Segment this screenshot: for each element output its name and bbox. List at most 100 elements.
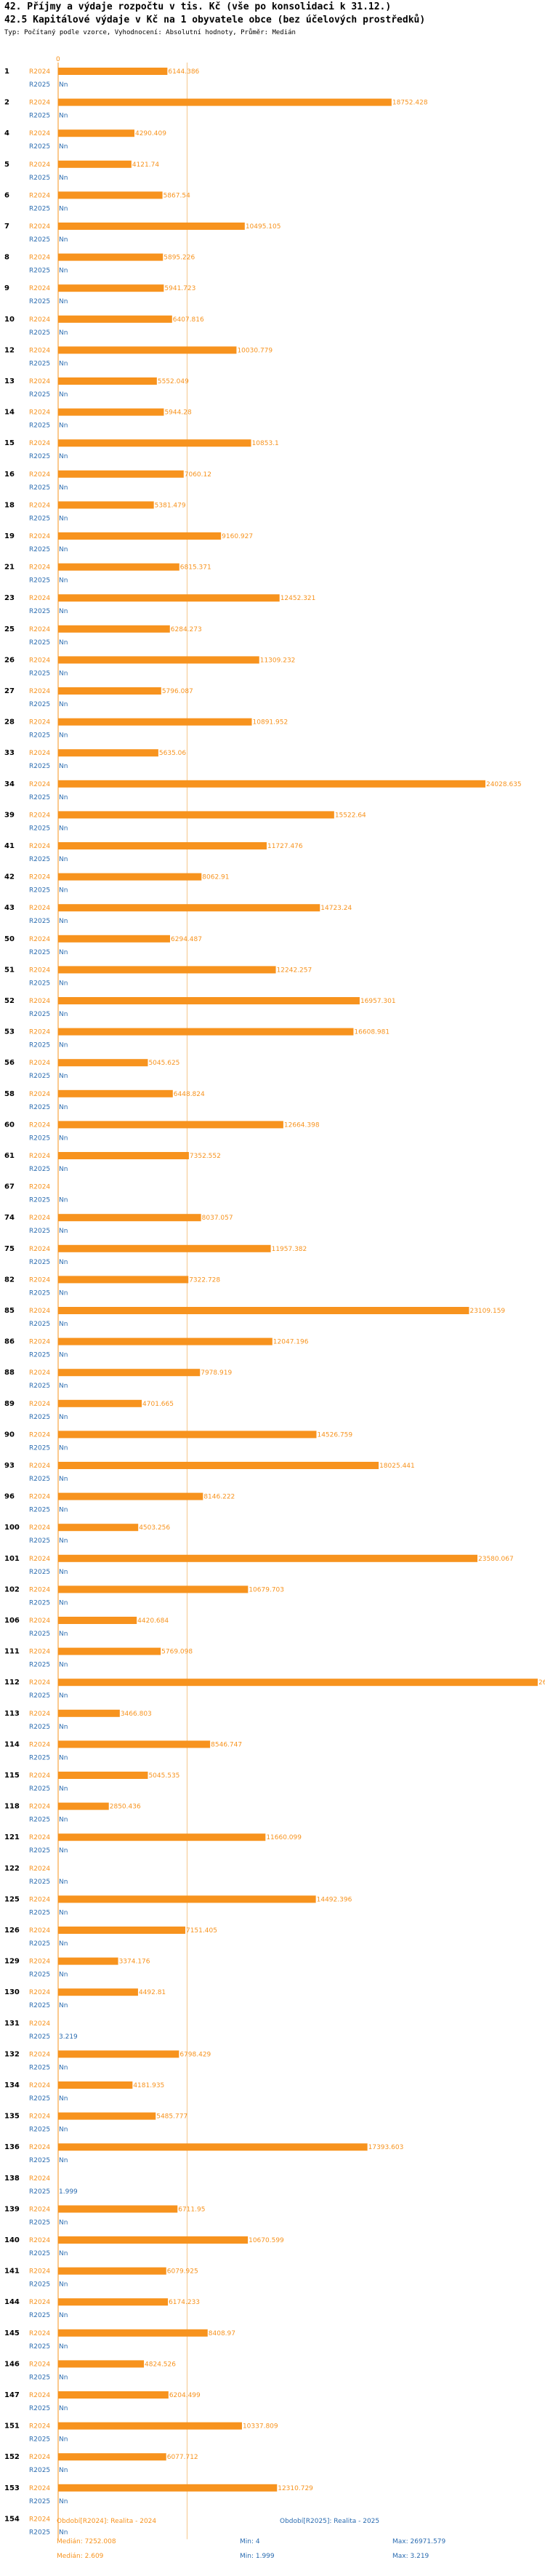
bar-value-label: 4701.665 xyxy=(142,1401,174,1408)
series-label-r2025: R2025 xyxy=(29,2281,50,2289)
bar-value-label: 10495.105 xyxy=(246,223,281,231)
row-id-label: 134 xyxy=(4,2081,20,2089)
bar-value-label: 5381.479 xyxy=(155,502,186,509)
r2025-value-label: Nn xyxy=(59,1135,68,1142)
r2025-value-label: Nn xyxy=(59,113,68,120)
r2025-value-label: Nn xyxy=(59,2343,68,2351)
bar-r2024 xyxy=(58,1895,316,1903)
bar-r2024 xyxy=(58,1337,272,1345)
row-id-label: 154 xyxy=(4,2515,20,2523)
bar-value-label: 14492.396 xyxy=(317,1896,352,1903)
bar-r2024 xyxy=(58,1617,137,1624)
row-id-label: 4 xyxy=(4,129,9,137)
legend-r2024: Období[R2024]: Realita - 2024 xyxy=(57,2518,157,2525)
bar-value-label: 7352.552 xyxy=(190,1153,221,1160)
series-label-r2025: R2025 xyxy=(29,732,50,740)
r2025-value-label: Nn xyxy=(59,515,68,522)
median-r2025: Medián: 2.609 xyxy=(57,2553,104,2560)
bar-r2024 xyxy=(58,1276,189,1284)
series-label-r2024: R2024 xyxy=(29,2454,50,2461)
series-label-r2025: R2025 xyxy=(29,670,50,677)
row-id-label: 102 xyxy=(4,1585,20,1593)
bar-value-label: 4290.409 xyxy=(135,130,166,137)
bar-value-label: 6077.712 xyxy=(167,2454,198,2461)
bar-value-label: 23109.159 xyxy=(469,1308,505,1315)
row-id-label: 8 xyxy=(4,254,9,262)
series-label-r2025: R2025 xyxy=(29,298,50,305)
r2025-value-label: Nn xyxy=(59,887,68,895)
bar-r2024 xyxy=(58,2453,166,2461)
bar-r2024 xyxy=(58,98,392,106)
series-label-r2025: R2025 xyxy=(29,2374,50,2381)
bar-value-label: 5796.087 xyxy=(162,688,193,695)
row-id-label: 52 xyxy=(4,997,15,1005)
row-id-label: 140 xyxy=(4,2236,20,2244)
bar-r2024 xyxy=(58,2081,133,2089)
bar-value-label: 5635.06 xyxy=(159,750,186,757)
series-label-r2025: R2025 xyxy=(29,608,50,615)
r2025-value-label: Nn xyxy=(59,1785,68,1793)
row-id-label: 122 xyxy=(4,1865,20,1873)
row-id-label: 21 xyxy=(4,564,15,572)
bar-r2024 xyxy=(58,2484,278,2492)
r2025-value-label: Nn xyxy=(59,670,68,677)
row-id-label: 43 xyxy=(4,904,15,912)
row-id-label: 113 xyxy=(4,1710,20,1718)
bar-r2024 xyxy=(58,68,168,75)
row-id-label: 74 xyxy=(4,1214,15,1222)
series-label-r2025: R2025 xyxy=(29,81,50,89)
row-id-label: 25 xyxy=(4,625,15,633)
bar-r2024 xyxy=(58,2112,156,2120)
series-label-r2025: R2025 xyxy=(29,546,50,553)
series-label-r2024: R2024 xyxy=(29,2206,50,2213)
row-id-label: 118 xyxy=(4,1803,20,1811)
r2025-value-label: Nn xyxy=(59,701,68,708)
bar-r2024 xyxy=(58,439,251,447)
bar-value-label: 4121.74 xyxy=(132,161,159,169)
bar-value-label: 4420.684 xyxy=(137,1617,169,1625)
bar-value-label: 5045.535 xyxy=(148,1772,179,1780)
series-label-r2025: R2025 xyxy=(29,453,50,460)
series-label-r2024: R2024 xyxy=(29,1989,50,1996)
series-label-r2025: R2025 xyxy=(29,2343,50,2351)
r2025-value-label: Nn xyxy=(59,639,68,647)
series-label-r2025: R2025 xyxy=(29,701,50,708)
series-label-r2025: R2025 xyxy=(29,1569,50,1576)
row-id-label: 39 xyxy=(4,811,15,819)
bar-value-label: 5867.54 xyxy=(164,192,190,199)
series-label-r2024: R2024 xyxy=(29,2144,50,2151)
bar-value-label: 11660.099 xyxy=(266,1834,302,1841)
series-label-r2025: R2025 xyxy=(29,1909,50,1916)
bar-r2024 xyxy=(58,1957,118,1965)
series-label-r2024: R2024 xyxy=(29,1524,50,1532)
series-label-r2025: R2025 xyxy=(29,205,50,212)
row-id-label: 153 xyxy=(4,2484,20,2492)
bar-value-label: 5769.098 xyxy=(161,1649,193,1656)
bar-r2024 xyxy=(58,904,320,912)
series-label-r2024: R2024 xyxy=(29,1121,50,1129)
bar-r2024 xyxy=(58,780,485,788)
row-id-label: 93 xyxy=(4,1462,15,1470)
r2025-value-label: Nn xyxy=(59,1940,68,1948)
r2025-value-label: Nn xyxy=(59,1972,68,1979)
row-id-label: 146 xyxy=(4,2360,20,2368)
r2025-value-label: Nn xyxy=(59,1537,68,1545)
bar-value-label: 18025.441 xyxy=(379,1463,415,1470)
series-label-r2024: R2024 xyxy=(29,2423,50,2431)
r2025-value-label: Nn xyxy=(59,1197,68,1204)
series-label-r2025: R2025 xyxy=(29,794,50,801)
row-id-label: 85 xyxy=(4,1307,15,1315)
bar-value-label: 5045.625 xyxy=(148,1060,179,1067)
bar-value-label: 7322.728 xyxy=(189,1276,220,1284)
bar-value-label: 6284.273 xyxy=(171,626,202,633)
bar-r2024 xyxy=(58,129,134,137)
row-id-label: 145 xyxy=(4,2329,20,2337)
row-id-label: 138 xyxy=(4,2175,20,2183)
series-label-r2025: R2025 xyxy=(29,763,50,770)
r2025-value-label: Nn xyxy=(59,1444,68,1452)
row-id-label: 151 xyxy=(4,2423,20,2431)
series-label-r2025: R2025 xyxy=(29,1476,50,1483)
r2025-value-label: Nn xyxy=(59,2529,68,2536)
r2025-value-label: Nn xyxy=(59,1662,68,1669)
series-label-r2024: R2024 xyxy=(29,440,50,447)
